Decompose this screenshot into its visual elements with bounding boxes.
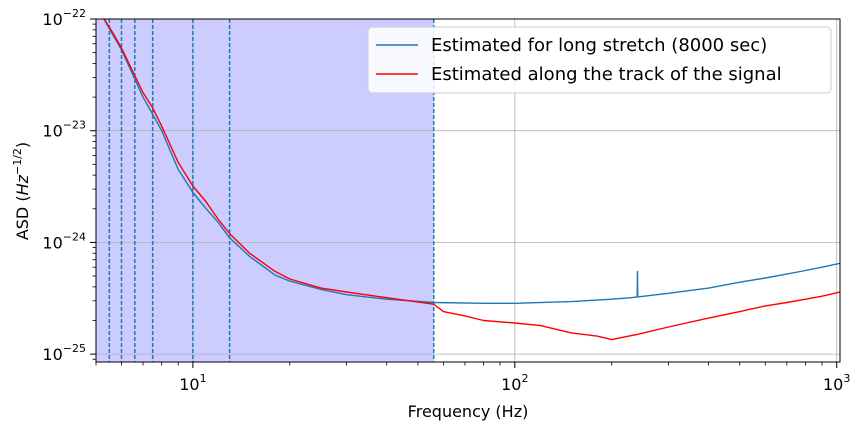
legend-label-signal-track: Estimated along the track of the signal [431, 64, 782, 85]
y-axis-label: ASD (Hz−1/2) [11, 142, 32, 240]
x-tick-label: 102 [501, 372, 528, 394]
y-tick-label: 10−25 [42, 342, 86, 364]
x-axis-label: Frequency (Hz) [408, 402, 529, 421]
y-tick-label: 10−23 [42, 119, 86, 141]
series-line-signal-track [103, 19, 840, 341]
y-tick-label: 10−24 [42, 230, 86, 252]
plot-frame [95, 18, 841, 363]
y-axis-label-exponent: −1/2 [11, 148, 24, 175]
legend: Estimated for long stretch (8000 sec) Es… [367, 26, 832, 94]
legend-box [367, 26, 832, 94]
y-tick-label: 10−22 [42, 7, 86, 29]
legend-label-long-stretch: Estimated for long stretch (8000 sec) [431, 35, 767, 56]
ticks-layer: 101 102 103 10−25 10−24 10−23 10−22 [42, 7, 850, 394]
y-axis-label-close: ) [13, 142, 32, 148]
series-layer [103, 19, 840, 341]
x-tick-label: 101 [179, 372, 206, 394]
x-tick-label: 103 [823, 372, 850, 394]
series-line-long-stretch [103, 19, 840, 304]
vertical-lines-layer [108, 19, 435, 362]
y-axis-label-unit: Hz [13, 174, 32, 195]
y-axis-label-base: ASD ( [13, 195, 32, 240]
